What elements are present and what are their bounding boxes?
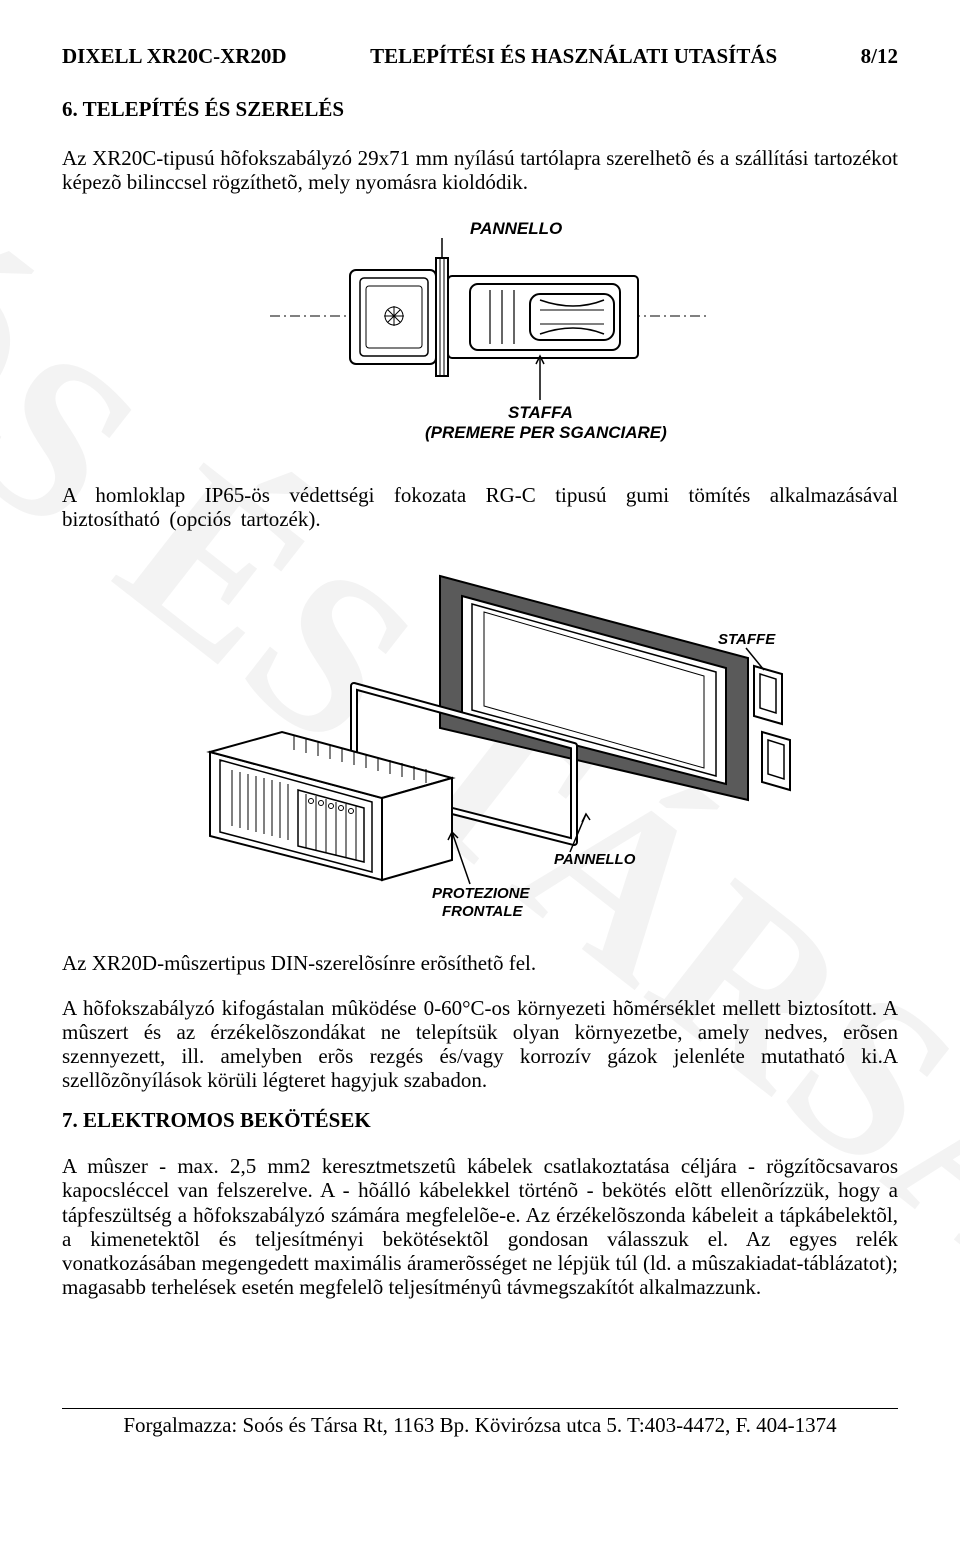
page-footer: Forgalmazza: Soós és Társa Rt, 1163 Bp. …	[0, 1408, 960, 1438]
diagram-mounting-clip: PANNELLO	[62, 202, 898, 462]
section7-para1: A mûszer - max. 2,5 mm2 keresztmetszetû …	[62, 1154, 898, 1299]
diagram1-label-pannello: PANNELLO	[470, 219, 562, 238]
diagram-assembly-exploded: STAFFE	[62, 540, 898, 930]
device-body	[210, 732, 452, 880]
footer-divider	[62, 1408, 898, 1409]
diagram1-label-staffa: STAFFA	[508, 403, 573, 422]
header-center: TELEPÍTÉSI ÉS HASZNÁLATI UTASÍTÁS	[287, 44, 861, 69]
section6-para4: A hõfokszabályzó kifogástalan mûködése 0…	[62, 996, 898, 1093]
section6-heading: 6. TELEPÍTÉS ÉS SZERELÉS	[62, 97, 898, 122]
section7-heading: 7. ELEKTROMOS BEKÖTÉSEK	[62, 1108, 898, 1133]
diagram2-label-staffe: STAFFE	[718, 631, 776, 648]
section6-para3: Az XR20D-mûszertipus DIN-szerelõsínre er…	[62, 951, 898, 975]
section6-para1: Az XR20C-tipusú hõfokszabályzó 29x71 mm …	[62, 146, 898, 194]
page-header: DIXELL XR20C-XR20D TELEPÍTÉSI ÉS HASZNÁL…	[62, 44, 898, 69]
diagram2-label-prot1: PROTEZIONE	[432, 885, 531, 902]
header-left: DIXELL XR20C-XR20D	[62, 44, 287, 69]
header-right: 8/12	[861, 44, 898, 69]
footer-text: Forgalmazza: Soós és Társa Rt, 1163 Bp. …	[123, 1413, 836, 1437]
staffe-clips	[754, 666, 790, 790]
diagram2-label-prot2: FRONTALE	[442, 903, 524, 920]
section6-para2: A homloklap IP65-ös védettségi fokozata …	[62, 483, 898, 531]
diagram1-label-premere: (PREMERE PER SGANCIARE)	[425, 423, 667, 442]
diagram2-label-pannello: PANNELLO	[554, 851, 636, 868]
